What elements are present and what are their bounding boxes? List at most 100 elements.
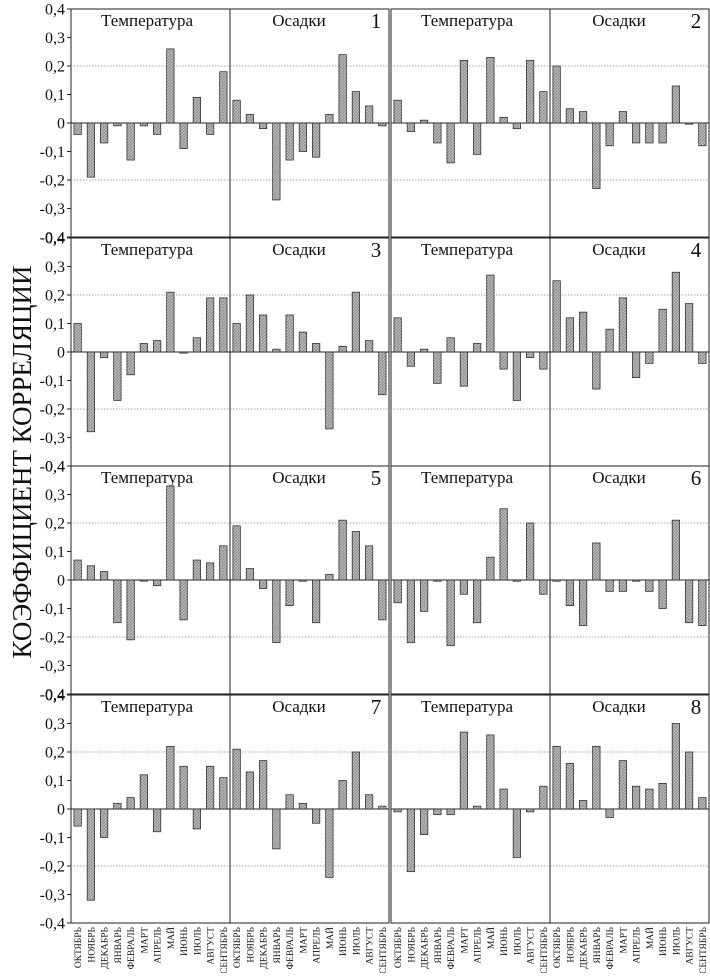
x-tick-label: ЯНВАРЬ (593, 926, 603, 963)
bar-precipitation-9 (351, 91, 360, 124)
section-title-temperature: Температура (421, 11, 513, 30)
y-tick-label: -0,3 (40, 658, 65, 675)
bar-precipitation-8 (338, 345, 347, 353)
bar-temperature-10 (526, 351, 535, 359)
bar-precipitation-4 (285, 122, 294, 161)
bar-temperature-4 (126, 351, 135, 376)
bar-precipitation-10 (685, 579, 694, 624)
bar-precipitation-9 (351, 291, 360, 353)
x-tick-label: ДЕКАБРЬ (421, 926, 431, 968)
bar-temperature-9 (512, 351, 521, 401)
bar-precipitation-9 (351, 531, 360, 581)
bar-precipitation-4 (605, 808, 614, 818)
bar-temperature-4 (446, 808, 455, 816)
bar-precipitation-2 (579, 800, 588, 810)
bar-precipitation-4 (605, 579, 614, 592)
x-tick-label: МАЙ (324, 927, 336, 949)
y-tick-label: -0,3 (40, 430, 65, 447)
bar-temperature-8 (499, 351, 508, 370)
bar-temperature-7 (486, 734, 495, 810)
x-tick-label: МАРТ (140, 927, 150, 954)
bar-temperature-3 (113, 351, 122, 401)
bar-precipitation-7 (645, 351, 654, 364)
bar-temperature-0 (73, 323, 82, 353)
x-tick-label: ОКТЯБРЬ (394, 926, 404, 968)
bar-precipitation-6 (632, 351, 641, 378)
bar-precipitation-1 (245, 294, 254, 353)
y-tick-label: 0 (57, 573, 65, 590)
bar-precipitation-2 (259, 314, 268, 353)
chart-panel-1: 0,4 0,3 0,2 0,1 0 -0,1 -0,2 -0,3 -0,4 Температура… (40, 2, 390, 247)
bar-temperature-0 (393, 99, 402, 124)
y-tick-label: 0,1 (45, 87, 65, 104)
x-tick-label: СЕНТЯБРЬ (379, 926, 389, 973)
y-tick-label: -0,4 (40, 459, 65, 476)
bar-precipitation-7 (645, 122, 654, 144)
bar-precipitation-2 (259, 122, 268, 130)
bar-precipitation-3 (272, 122, 281, 201)
bar-temperature-5 (139, 122, 148, 127)
panel-number: 4 (691, 238, 702, 262)
bar-temperature-11 (539, 785, 548, 810)
x-tick-label: АПРЕЛЬ (313, 926, 323, 963)
bar-precipitation-7 (645, 579, 654, 592)
x-tick-label: ИЮЛЬ (513, 926, 523, 955)
bar-temperature-4 (446, 579, 455, 646)
chart-panel-5: 0,4 0,3 0,2 0,1 0 -0,1 -0,2 -0,3 -0,4 Температура… (40, 459, 390, 704)
section-title-precipitation: Осадки (592, 11, 646, 30)
bar-precipitation-2 (579, 311, 588, 353)
bar-precipitation-10 (685, 303, 694, 353)
bar-precipitation-6 (312, 579, 321, 624)
y-tick-label: 0,1 (45, 316, 65, 333)
section-title-precipitation: Осадки (272, 697, 326, 716)
bar-precipitation-11 (698, 797, 707, 810)
bar-precipitation-11 (698, 122, 707, 147)
bar-precipitation-2 (579, 579, 588, 626)
bar-precipitation-0 (552, 65, 561, 124)
bar-temperature-3 (433, 122, 442, 144)
y-tick-label: 0,4 (45, 688, 65, 705)
x-tick-label: МАРТ (460, 927, 470, 954)
bar-precipitation-11 (378, 351, 387, 396)
chart-panel-3: 0,4 0,3 0,2 0,1 0 -0,1 -0,2 -0,3 -0,4 Температура… (40, 231, 390, 476)
x-tick-label: ИЮНЬ (339, 926, 349, 955)
bar-precipitation-3 (272, 348, 281, 353)
bar-precipitation-8 (338, 519, 347, 581)
x-tick-label: МАЙ (485, 927, 497, 949)
bar-precipitation-8 (338, 54, 347, 124)
bar-temperature-10 (526, 808, 535, 813)
x-tick-label: НОЯБРЬ (407, 926, 417, 962)
bar-temperature-3 (433, 351, 442, 384)
bar-precipitation-9 (351, 751, 360, 810)
bar-precipitation-5 (298, 122, 307, 152)
bar-precipitation-0 (552, 745, 561, 810)
chart-panel-6: Температура Осадки 6 (390, 465, 710, 695)
bar-precipitation-3 (592, 745, 601, 810)
y-tick-label: 0,2 (45, 59, 65, 76)
y-tick-label: 0 (57, 802, 65, 819)
x-tick-label: МАРТ (299, 927, 309, 954)
bar-precipitation-0 (552, 579, 561, 582)
bar-temperature-11 (539, 351, 548, 370)
panel-number: 1 (371, 9, 382, 33)
x-tick-label: АПРЕЛЬ (474, 926, 484, 963)
x-tick-label: ЯНВАРЬ (114, 926, 124, 963)
bar-temperature-3 (113, 802, 122, 810)
y-tick-label: 0 (57, 345, 65, 362)
bar-temperature-8 (499, 508, 508, 581)
section-title-precipitation: Осадки (592, 468, 646, 487)
bar-temperature-7 (166, 291, 175, 353)
bar-precipitation-2 (259, 760, 268, 810)
bar-temperature-3 (113, 122, 122, 127)
bar-temperature-6 (153, 340, 162, 353)
bar-precipitation-6 (632, 579, 641, 582)
x-tick-label: СЕНТЯБРЬ (540, 926, 550, 973)
bar-precipitation-8 (658, 782, 667, 810)
bar-precipitation-9 (671, 519, 680, 581)
y-tick-label: 0,4 (45, 2, 65, 19)
bar-precipitation-3 (592, 542, 601, 581)
y-tick-label: -0,1 (40, 601, 65, 618)
bar-temperature-2 (100, 122, 109, 144)
bar-temperature-9 (512, 579, 521, 582)
x-tick-label: МАЙ (644, 927, 656, 949)
